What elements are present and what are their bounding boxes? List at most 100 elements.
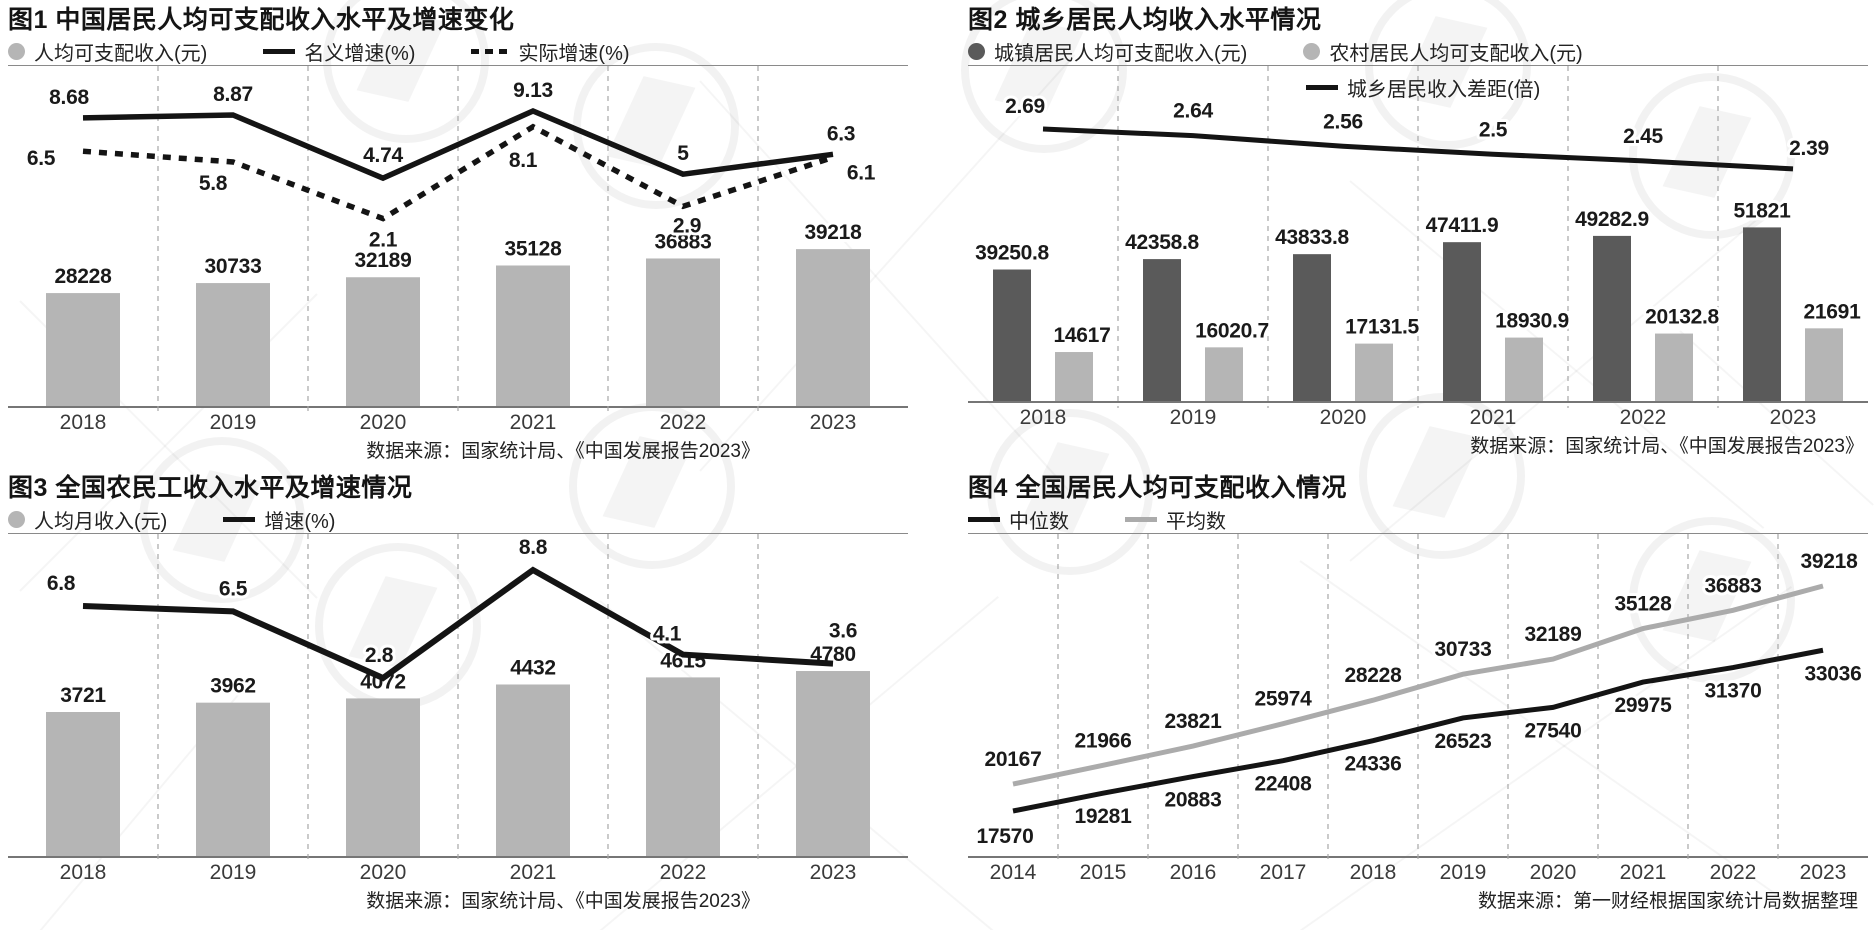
line-value-label: 17570 [977,825,1034,848]
year-label: 2021 [1619,861,1667,884]
chart-svg: 17570 19281 20883 22408 24336 26523 27540 29975… [974,534,1865,863]
year-label: 2020 [1529,861,1577,884]
data-source: 数据来源：国家统计局、《中国发展报告2023》 [366,441,760,462]
year-label: 2018 [59,411,107,434]
bar [1593,235,1631,401]
line-value-label: 2.5 [1479,118,1508,141]
line-value-label: 2.9 [673,214,701,237]
legend-label: 人均月收入(元) [34,511,168,533]
legend-item: 增速(%) [223,505,335,534]
bar-value-label: 20132.8 [1645,306,1719,329]
bar-value-label: 28228 [55,265,113,288]
bar [796,249,870,406]
x-axis-labels: 2018 2019 2020 2021 2022 2023 [8,408,908,438]
bar [1443,242,1481,401]
year-label: 2019 [209,411,257,434]
bar [196,702,270,856]
year-label: 2019 [209,861,257,884]
legend-item: 名义增速(%) [263,37,415,66]
dot-legend-marker-icon [8,511,25,528]
year-label: 2018 [1019,406,1067,429]
bar-value-label: 43833.8 [1275,226,1349,249]
dashed-line-legend-marker-icon [471,49,510,54]
line-series [1012,647,1824,814]
bar-value-label: 32189 [355,249,412,272]
line-value-label: 27540 [1525,719,1582,742]
legend-label: 城镇居民人均可支配收入(元) [994,43,1248,65]
legend-item: 人均月收入(元) [8,505,167,534]
line-value-label: 29975 [1615,694,1673,717]
chart-panel-fig4: 图4 全国居民人均可支配收入情况 中位数 平均数 17570 19281 20883 2… [968,472,1868,915]
watermark-logo-icon [1365,0,1531,149]
legend-label: 中位数 [1009,511,1069,533]
chart-title: 图4 全国居民人均可支配收入情况 [968,474,1347,502]
line-value-label: 9.13 [513,79,553,102]
year-label: 2018 [1349,861,1397,884]
line-value-label: 39218 [1801,550,1859,573]
line-value-label: 6.3 [827,122,855,145]
year-label: 2022 [1709,861,1757,884]
year-label: 2022 [659,411,707,434]
year-label: 2014 [989,861,1037,884]
bar-value-label: 49282.9 [1575,208,1649,231]
year-label: 2021 [509,411,557,434]
bar-value-label: 3962 [210,675,256,698]
data-source: 数据来源：国家统计局、《中国发展报告2023》 [1470,436,1864,457]
bar-value-label: 51821 [1734,199,1792,222]
legend-item: 平均数 [1125,505,1226,534]
line-value-label: 2.45 [1623,125,1663,148]
year-label: 2015 [1079,861,1127,884]
line-value-label: 6.5 [219,577,248,600]
bar [496,265,570,406]
legend-label: 人均可支配收入(元) [34,43,208,65]
line-value-label: 2.64 [1173,100,1213,123]
legend-label: 农村居民人均可支配收入(元) [1329,43,1583,65]
bar [1355,343,1393,401]
watermark-logo-icon [1359,393,1525,559]
line-value-label: 35128 [1615,593,1673,616]
bar [796,671,870,856]
year-label: 2020 [359,861,407,884]
line-value-label: 20167 [985,748,1042,771]
line-series [1042,126,1794,172]
bar [1743,227,1781,401]
bar [496,684,570,856]
legend-item: 实际增速(%) [471,37,630,66]
line-value-label: 25974 [1255,688,1313,711]
line-value-label: 36883 [1705,574,1762,597]
bar [1655,333,1693,401]
bar-value-label: 39250.8 [975,242,1049,265]
chart-title: 图2 城乡居民人均收入水平情况 [968,6,1322,34]
line-series [82,566,834,682]
x-axis-labels: 2014 2015 2016 2017 2018 2019 2020 2021 2022 2023 [968,858,1868,888]
chart-legend: 中位数 平均数 [968,506,1868,533]
line-value-label: 20883 [1165,789,1222,812]
line-value-label: 2.8 [365,644,394,667]
bar [46,711,120,856]
line-value-label: 21966 [1075,729,1132,752]
year-label: 2018 [59,861,107,884]
line-legend-marker-icon [263,49,296,54]
line-value-label: 23821 [1165,710,1223,733]
bar-value-label: 30733 [205,255,262,278]
x-axis-labels: 2018 2019 2020 2021 2022 2023 [968,403,1868,433]
legend-item: 城镇居民人均可支配收入(元) [968,37,1247,66]
year-label: 2023 [809,861,857,884]
line-value-label: 6.5 [27,147,56,170]
line-value-label: 30733 [1435,638,1492,661]
year-label: 2022 [659,861,707,884]
bar [346,277,420,406]
year-label: 2021 [1469,406,1517,429]
legend-item: 中位数 [968,505,1069,534]
year-label: 2021 [509,861,557,884]
bar [346,698,420,856]
bar [993,269,1031,401]
line-value-label: 24336 [1345,753,1402,776]
bar-value-label: 4432 [510,656,556,679]
legend-label: 城乡居民收入差距(倍) [1347,79,1541,101]
x-axis-labels: 2018 2019 2020 2021 2022 2023 [8,858,908,888]
line-value-label: 5.8 [199,172,228,195]
watermark-logo-icon [323,0,489,143]
line-legend-marker-icon [1306,85,1338,90]
